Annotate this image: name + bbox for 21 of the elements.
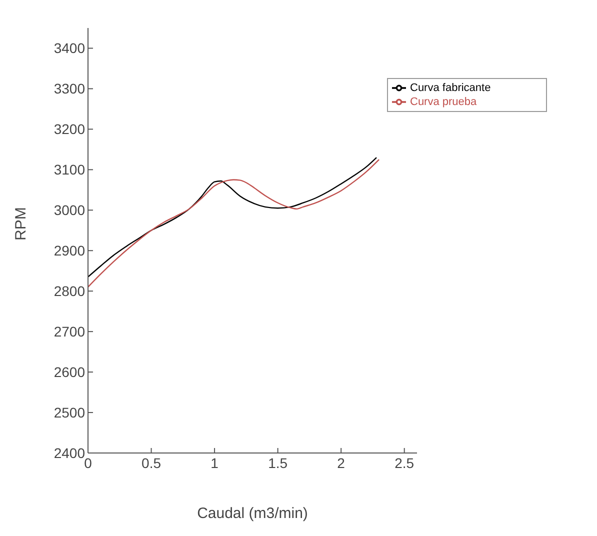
y-tick-label: 3400 <box>54 40 86 56</box>
y-axis-title: RPM <box>12 207 30 240</box>
x-tick-label: 1.5 <box>268 454 288 471</box>
x-tick-label: 2 <box>337 454 346 471</box>
y-tick-label: 2900 <box>54 242 86 259</box>
y-tick-label: 2700 <box>54 324 86 340</box>
y-tick-label: 2800 <box>54 283 86 300</box>
y-tick-label: 3000 <box>54 202 86 218</box>
legend-label: Curva fabricante <box>410 82 491 94</box>
x-tick-label: 1 <box>210 454 219 471</box>
y-tick-label: 3200 <box>54 121 86 138</box>
y-tick-label: 3100 <box>54 162 86 178</box>
y-tick-label: 3300 <box>54 80 86 97</box>
legend-label: Curva prueba <box>410 96 477 108</box>
x-tick-label: 0 <box>84 454 92 471</box>
x-tick-label: 0.5 <box>142 454 162 471</box>
y-tick-label: 2600 <box>54 364 86 380</box>
y-tick-label: 2500 <box>54 404 86 420</box>
x-tick-label: 2.5 <box>394 454 414 471</box>
x-axis-title: Caudal (m3/min) <box>197 505 308 522</box>
y-tick-label: 2400 <box>54 444 86 461</box>
